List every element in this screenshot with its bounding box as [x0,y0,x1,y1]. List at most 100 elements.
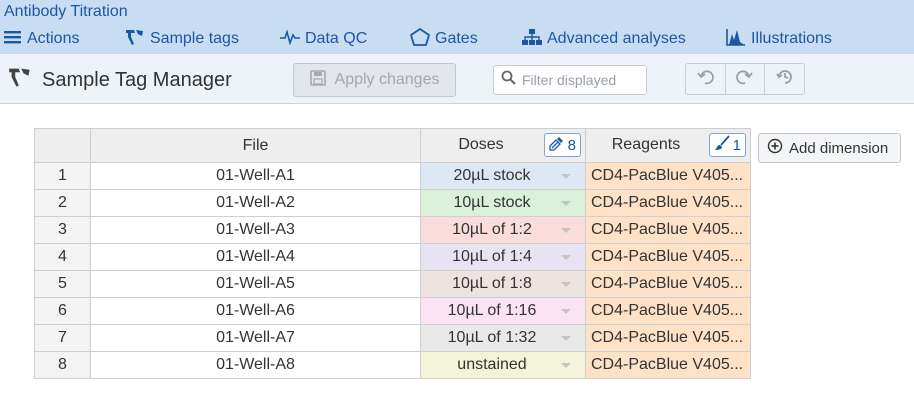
dose-value: 10µL of 1:16 [447,302,537,319]
hamburger-icon [4,29,27,50]
menu-illustrations[interactable]: Illustrations [726,27,832,51]
menu-advanced-analyses-label: Advanced analyses [547,30,686,47]
reagent-value: CD4-PacBlue V405... [591,194,744,211]
dose-value: 10µL of 1:4 [452,248,532,265]
redo-button[interactable] [726,64,766,94]
dose-select[interactable]: 10µL of 1:4 [420,243,586,271]
reagent-value: CD4-PacBlue V405... [591,302,744,319]
filter-box [493,65,647,95]
row-number-header [34,128,91,163]
row-number: 4 [34,243,91,271]
table-row: 5 01-Well-A5 10µL of 1:8 CD4-PacBlue V405..… [34,270,751,298]
reagent-cell[interactable]: CD4-PacBlue V405... [585,189,751,217]
reagent-cell[interactable]: CD4-PacBlue V405... [585,270,751,298]
dose-select[interactable]: 10µL of 1:2 [420,216,586,244]
reagents-count: 1 [732,136,741,154]
menu-data-qc[interactable]: Data QC [280,27,367,51]
table-header-row: File Doses 8 Reagents [34,128,751,163]
caret-down-icon [561,228,571,233]
caret-down-icon [561,255,571,260]
dose-select[interactable]: 10µL of 1:8 [420,270,586,298]
file-cell: 01-Well-A1 [90,162,421,190]
dose-value: 10µL of 1:2 [452,221,532,238]
file-cell: 01-Well-A6 [90,297,421,325]
pentagon-icon [409,27,435,51]
pulse-icon [280,28,305,50]
menu-advanced-analyses[interactable]: Advanced analyses [522,27,686,51]
histogram-icon [726,28,751,51]
undo-icon [696,68,715,91]
dose-select[interactable]: unstained [420,351,586,379]
dose-select[interactable]: 20µL stock [420,162,586,190]
reagents-count-button[interactable]: 1 [708,133,746,157]
apply-changes-label: Apply changes [334,71,440,88]
menu-data-qc-label: Data QC [305,30,368,47]
page-title: Sample Tag Manager [8,66,232,94]
dose-value: unstained [457,356,527,373]
dose-select[interactable]: 10µL of 1:16 [420,297,586,325]
file-column-header[interactable]: File [90,128,421,163]
dose-value: 10µL stock [453,194,531,211]
file-cell: 01-Well-A7 [90,324,421,352]
menu-sample-tags-label: Sample tags [150,30,239,47]
menu-gates[interactable]: Gates [409,27,478,51]
row-number: 5 [34,270,91,298]
undo-button[interactable] [686,64,726,94]
menu-actions[interactable]: Actions [4,27,79,51]
table-row: 3 01-Well-A3 10µL of 1:2 CD4-PacBlue V405..… [34,216,751,244]
reagent-value: CD4-PacBlue V405... [591,275,744,292]
reagent-value: CD4-PacBlue V405... [591,329,744,346]
reagent-value: CD4-PacBlue V405... [591,167,744,184]
reagents-column-header[interactable]: Reagents 1 [585,128,751,163]
caret-down-icon [561,201,571,206]
row-number: 8 [34,351,91,379]
reagent-cell[interactable]: CD4-PacBlue V405... [585,243,751,271]
table-row: 8 01-Well-A8 unstained CD4-PacBlue V405... [34,351,751,379]
tag-icon [8,66,42,94]
table-row: 2 01-Well-A2 10µL stock CD4-PacBlue V405... [34,189,751,217]
filter-input[interactable] [522,72,646,88]
app-title: Antibody Titration [4,3,128,20]
file-cell: 01-Well-A4 [90,243,421,271]
main-menu: Actions Sample tags Data QC Gates Advanc… [0,27,914,51]
reagent-cell[interactable]: CD4-PacBlue V405... [585,216,751,244]
file-cell: 01-Well-A5 [90,270,421,298]
doses-column-header[interactable]: Doses 8 [420,128,586,163]
dose-select[interactable]: 10µL stock [420,189,586,217]
save-icon [309,69,335,91]
redo-icon [736,68,754,91]
history-button[interactable] [765,64,804,94]
brush-icon [714,135,733,155]
reagent-cell[interactable]: CD4-PacBlue V405... [585,324,751,352]
reagent-cell[interactable]: CD4-PacBlue V405... [585,351,751,379]
table-row: 1 01-Well-A1 20µL stock CD4-PacBlue V405... [34,162,751,190]
reagent-value: CD4-PacBlue V405... [591,356,744,373]
menu-illustrations-label: Illustrations [751,30,832,47]
doses-count-button[interactable]: 8 [543,133,581,157]
dose-value: 10µL of 1:8 [452,275,532,292]
dose-value: 10µL of 1:32 [447,329,537,346]
file-cell: 01-Well-A3 [90,216,421,244]
row-number: 7 [34,324,91,352]
caret-down-icon [561,174,571,179]
reagents-header-label: Reagents [611,136,681,153]
menu-gates-label: Gates [435,30,478,47]
reagent-cell[interactable]: CD4-PacBlue V405... [585,162,751,190]
apply-changes-button[interactable]: Apply changes [293,63,456,97]
doses-count: 8 [567,136,576,154]
table-row: 4 01-Well-A4 10µL of 1:4 CD4-PacBlue V405..… [34,243,751,271]
file-cell: 01-Well-A2 [90,189,421,217]
history-button-group [685,63,805,95]
dose-value: 20µL stock [453,167,531,184]
add-dimension-label: Add dimension [789,139,889,157]
hierarchy-icon [522,28,547,51]
reagent-value: CD4-PacBlue V405... [591,221,744,238]
page-title-text: Sample Tag Manager [42,68,232,91]
menu-sample-tags[interactable]: Sample tags [125,27,239,51]
caret-down-icon [561,282,571,287]
tag-icon [125,28,150,51]
dose-select[interactable]: 10µL of 1:32 [420,324,586,352]
history-icon [775,68,794,91]
reagent-cell[interactable]: CD4-PacBlue V405... [585,297,751,325]
add-dimension-button[interactable]: Add dimension [758,133,901,163]
